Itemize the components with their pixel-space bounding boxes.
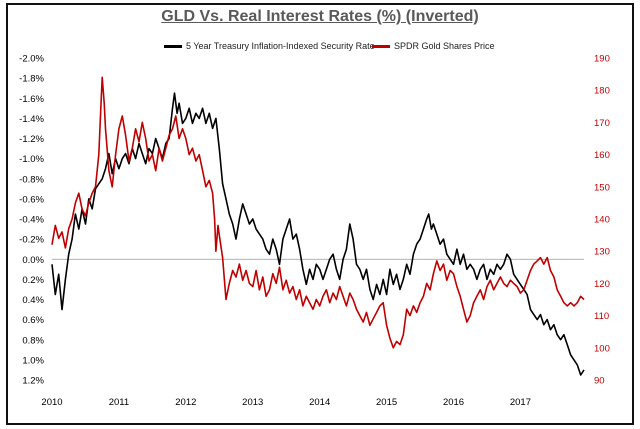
x-tick-label: 2017 (510, 397, 531, 408)
y-right-tick-label: 150 (594, 182, 610, 193)
y-right-tick-label: 190 (594, 54, 610, 65)
y-left-tick-label: -1.8% (19, 74, 44, 85)
y-left-tick-label: -1.6% (19, 94, 44, 105)
chart-frame (6, 3, 634, 425)
legend-swatch-tips (164, 44, 182, 48)
y-left-tick-label: 0.4% (22, 295, 44, 306)
y-right-tick-label: 180 (594, 86, 610, 97)
x-tick-label: 2015 (376, 397, 397, 408)
y-right-tick-label: 170 (594, 118, 610, 129)
y-right-tick-label: 110 (594, 311, 609, 322)
y-left-tick-label: -0.8% (19, 174, 44, 185)
y-left-tick-label: -1.4% (19, 114, 44, 125)
axes-layer: -2.0% -1.8% -1.6% -1.4% -1.2% -1.0% -0.8% -0.6%… (19, 54, 610, 409)
y-left-tick-label: 0.8% (22, 335, 44, 346)
x-tick-label: 2014 (309, 397, 330, 408)
x-tick-label: 2012 (175, 397, 196, 408)
y-left-tick-label: -2.0% (19, 54, 44, 65)
gld-price-series-line (51, 76, 585, 349)
legend-label-tips: 5 Year Treasury Inflation-Indexed Securi… (186, 41, 375, 51)
x-tick-label: 2011 (109, 397, 129, 408)
series-layer (51, 76, 585, 376)
x-tick-label: 2016 (443, 397, 464, 408)
y-left-tick-label: -1.0% (19, 154, 44, 165)
y-right-tick-label: 120 (594, 279, 610, 290)
y-right-tick-label: 90 (594, 376, 605, 387)
chart-title: GLD Vs. Real Interest Rates (%) (Inverte… (161, 8, 479, 25)
y-right-tick-label: 100 (594, 343, 610, 354)
y-left-tick-label: -0.4% (19, 215, 44, 226)
legend-item-tips: 5 Year Treasury Inflation-Indexed Securi… (164, 41, 375, 51)
y-left-tick-label: 0.6% (22, 315, 44, 326)
y-left-tick-label: 0.2% (22, 275, 44, 286)
y-left-tick-label: 1.2% (22, 376, 44, 387)
legend-item-gld: SPDR Gold Shares Price (372, 41, 495, 51)
tips-rate-series-line (51, 92, 585, 376)
y-left-tick-label: 0.0% (22, 255, 44, 266)
y-left-tick-label: -0.6% (19, 194, 44, 205)
y-right-tick-label: 160 (594, 150, 610, 161)
y-right-tick-label: 130 (594, 247, 610, 258)
x-tick-label: 2013 (242, 397, 263, 408)
x-tick-label: 2010 (41, 397, 62, 408)
y-left-tick-label: 1.0% (22, 355, 44, 366)
y-right-tick-label: 140 (594, 215, 610, 226)
legend-label-gld: SPDR Gold Shares Price (394, 41, 495, 51)
y-left-tick-label: -0.2% (19, 235, 44, 246)
legend-swatch-gld (372, 44, 390, 48)
y-left-tick-label: -1.2% (19, 134, 44, 145)
